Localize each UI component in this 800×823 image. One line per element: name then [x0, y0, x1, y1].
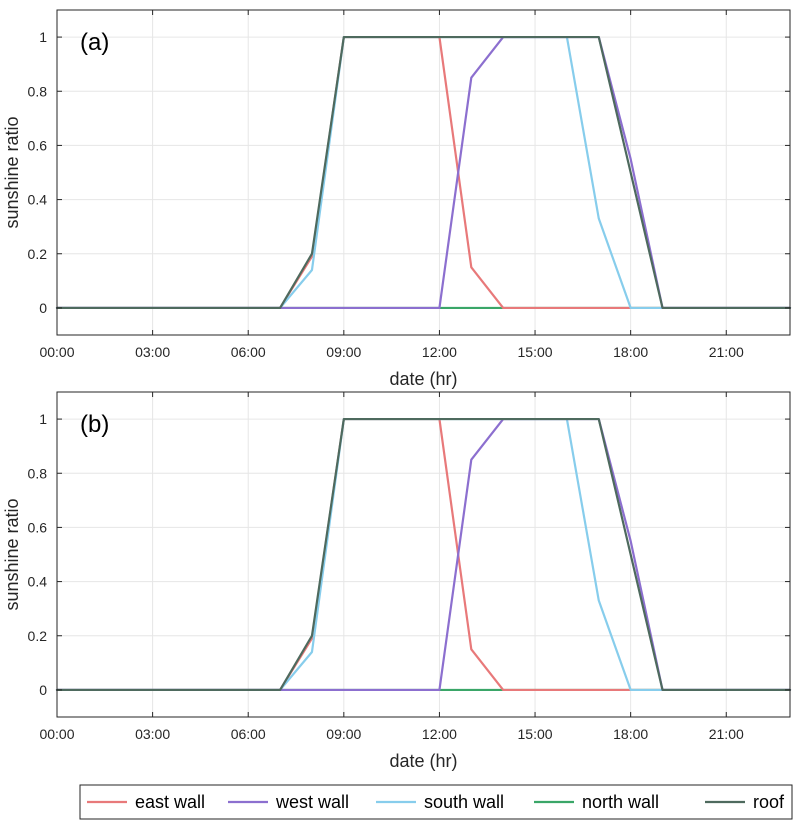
- x-tick-label: 15:00: [518, 344, 553, 360]
- x-tick-label: 00:00: [39, 344, 74, 360]
- x-tick-label: 12:00: [422, 726, 457, 742]
- x-tick-label: 18:00: [613, 726, 648, 742]
- legend-label: east wall: [135, 792, 205, 812]
- legend-label: north wall: [582, 792, 659, 812]
- y-tick-label: 0.4: [28, 192, 48, 208]
- x-tick-label: 15:00: [518, 726, 553, 742]
- x-tick-label: 09:00: [326, 726, 361, 742]
- y-axis-label: sunshine ratio: [2, 116, 22, 228]
- series-line-roof: [55, 35, 792, 310]
- panel-label: (a): [80, 29, 109, 56]
- panel-label: (b): [80, 411, 109, 438]
- y-tick-label: 0.8: [28, 83, 48, 99]
- x-tick-label: 03:00: [135, 344, 170, 360]
- legend-entry-south-wall: south wall: [376, 792, 504, 812]
- legend-entry-west-wall: west wall: [228, 792, 349, 812]
- legend: east wall west wall south wall north wall ro…: [79, 784, 793, 820]
- legend-label: west wall: [275, 792, 349, 812]
- y-tick-label: 0: [39, 300, 47, 316]
- y-tick-label: 0.4: [28, 574, 48, 590]
- panel-b: 00:00 03:00 06:00 09:00 12:00 15:00 18:00 21:00…: [2, 391, 792, 771]
- y-axis-label: sunshine ratio: [2, 498, 22, 610]
- x-tick-label: 21:00: [709, 344, 744, 360]
- x-tick-label: 18:00: [613, 344, 648, 360]
- y-tick-label: 0.2: [28, 628, 48, 644]
- plot-area: [57, 10, 790, 335]
- x-tick-label: 00:00: [39, 726, 74, 742]
- legend-entry-east-wall: east wall: [87, 792, 205, 812]
- panel-a: 00:00 03:00 06:00 09:00 12:00 15:00 18:00 21:00…: [2, 9, 792, 389]
- legend-label: south wall: [424, 792, 504, 812]
- x-axis-label: date (hr): [389, 369, 457, 389]
- x-axis-label: date (hr): [389, 751, 457, 771]
- series-line-roof: [55, 417, 792, 692]
- x-tick-label: 06:00: [231, 344, 266, 360]
- y-tick-label: 1: [39, 411, 47, 427]
- y-tick-label: 0.6: [28, 137, 48, 153]
- y-tick-label: 0.2: [28, 246, 48, 262]
- x-tick-label: 03:00: [135, 726, 170, 742]
- legend-entry-roof: roof: [705, 792, 785, 812]
- x-tick-label: 12:00: [422, 344, 457, 360]
- axes-box: [56, 391, 791, 718]
- legend-entry-north-wall: north wall: [534, 792, 659, 812]
- x-tick-label: 06:00: [231, 726, 266, 742]
- y-tick-label: 0.6: [28, 519, 48, 535]
- y-tick-label: 1: [39, 29, 47, 45]
- y-tick-label: 0.8: [28, 465, 48, 481]
- legend-label: roof: [753, 792, 785, 812]
- x-tick-label: 09:00: [326, 344, 361, 360]
- y-tick-label: 0: [39, 682, 47, 698]
- x-tick-label: 21:00: [709, 726, 744, 742]
- axes-box: [56, 9, 791, 336]
- plot-area: [57, 392, 790, 717]
- legend-box: [79, 784, 793, 820]
